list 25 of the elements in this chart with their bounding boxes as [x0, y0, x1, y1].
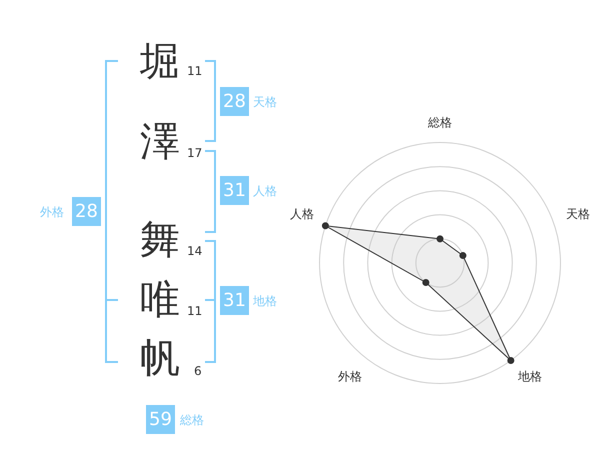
text: 外格: [40, 205, 64, 219]
category-label: 澤: [139, 119, 181, 165]
data-label: 11: [187, 304, 202, 318]
category-label: 唯: [139, 277, 181, 323]
spoke-label: 天格: [566, 206, 590, 221]
text: 人格: [253, 184, 277, 198]
text: 31: [220, 286, 249, 315]
spoke-label: 総格: [427, 115, 452, 130]
text: 総格: [180, 413, 204, 427]
text: 28: [72, 197, 101, 226]
text: 28: [220, 87, 249, 116]
spoke-label: 地格: [516, 370, 542, 384]
category-label: 堀: [138, 39, 181, 85]
data-label: 11: [187, 64, 202, 78]
data-label: 6: [194, 364, 202, 378]
text: 地格: [253, 294, 277, 308]
spoke-label: 外格: [338, 370, 362, 384]
category-label: 舞: [139, 217, 181, 263]
text: 59: [146, 405, 175, 434]
text: 31: [220, 176, 249, 205]
text: 天格: [253, 95, 277, 109]
category-label: 帆: [139, 335, 181, 381]
data-label: 17: [187, 146, 202, 160]
data-label: 14: [187, 244, 202, 258]
spoke-label: 人格: [290, 206, 314, 221]
